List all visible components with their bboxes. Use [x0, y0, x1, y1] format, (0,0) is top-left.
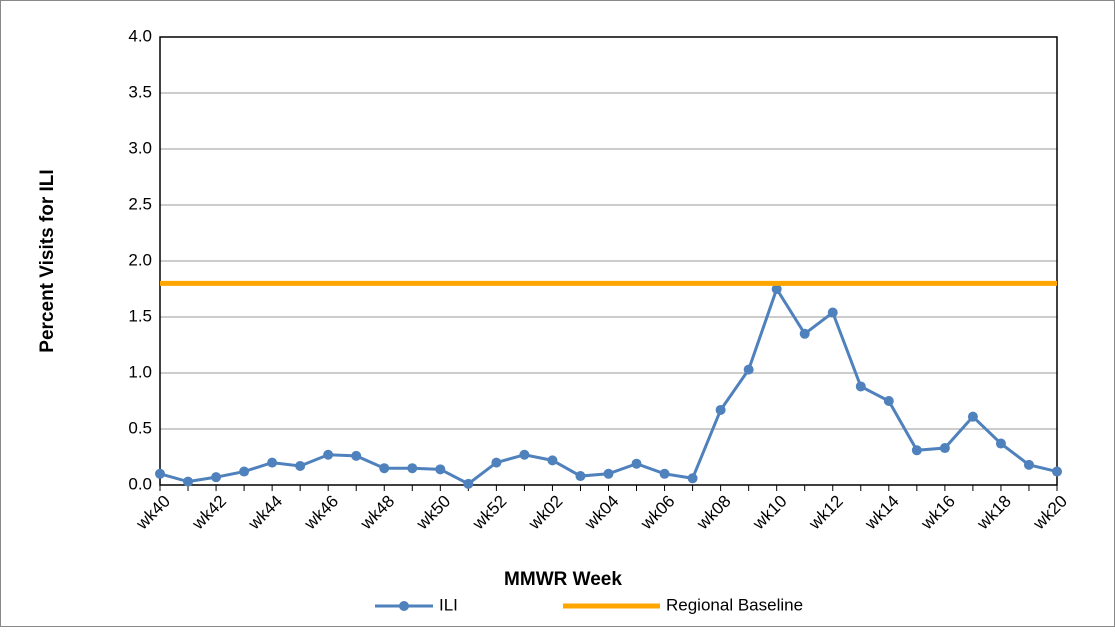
data-point [211, 472, 222, 483]
data-point [967, 411, 978, 422]
legend-label: ILI [439, 595, 458, 614]
data-point [687, 473, 698, 484]
data-point [911, 445, 922, 456]
x-axis-title: MMWR Week [504, 569, 622, 590]
data-point [743, 364, 754, 375]
data-point [631, 458, 642, 469]
data-point [827, 307, 838, 318]
data-point [463, 478, 474, 489]
data-point [295, 460, 306, 471]
y-tick-label: 4.0 [128, 26, 152, 45]
data-point [659, 468, 670, 479]
y-tick-label: 0.0 [128, 474, 152, 493]
data-point [883, 396, 894, 406]
y-tick-label: 1.5 [128, 306, 152, 325]
y-tick-label: 3.5 [128, 82, 152, 101]
data-point [603, 468, 614, 479]
data-point [351, 450, 362, 461]
legend-marker [399, 601, 409, 611]
data-point [491, 457, 502, 468]
data-point [715, 404, 726, 415]
y-tick-label: 0.5 [128, 418, 152, 437]
data-point [183, 476, 194, 487]
data-point [435, 464, 446, 475]
data-point [995, 438, 1006, 449]
y-tick-label: 2.5 [128, 194, 152, 213]
data-point [547, 455, 558, 466]
data-point [267, 457, 278, 468]
data-point [155, 468, 165, 479]
data-point [1023, 459, 1034, 470]
data-point [379, 463, 390, 474]
y-tick-label: 3.0 [128, 138, 152, 157]
data-point [407, 463, 418, 474]
y-tick-label: 1.0 [128, 362, 152, 381]
legend-label: Regional Baseline [666, 595, 803, 614]
data-point [855, 381, 866, 392]
data-point [323, 449, 334, 460]
data-point [1052, 466, 1062, 477]
data-point [575, 471, 586, 482]
data-point [771, 284, 782, 294]
data-point [799, 328, 810, 339]
y-axis-title: Percent Visits for ILI [37, 169, 58, 352]
data-point [939, 443, 950, 454]
y-tick-label: 2.0 [128, 250, 152, 269]
data-point [239, 466, 250, 477]
data-point [519, 449, 530, 460]
